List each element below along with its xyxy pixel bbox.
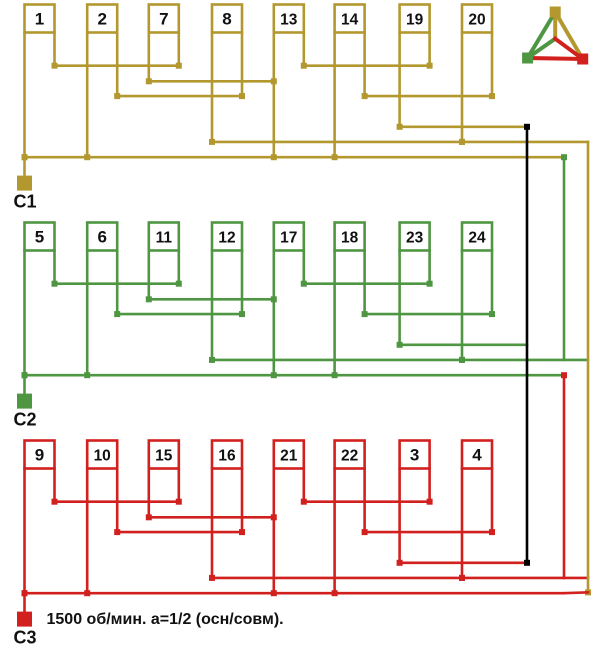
- svg-text:C1: C1: [14, 192, 37, 212]
- svg-text:3: 3: [410, 446, 419, 465]
- svg-text:19: 19: [406, 12, 424, 29]
- svg-text:6: 6: [97, 228, 106, 247]
- svg-text:21: 21: [280, 448, 298, 465]
- svg-text:5: 5: [35, 228, 44, 247]
- svg-text:11: 11: [156, 230, 173, 247]
- svg-text:1500 об/мин. a=1/2 (осн/совм).: 1500 об/мин. a=1/2 (осн/совм).: [47, 611, 284, 628]
- svg-text:2: 2: [97, 10, 106, 29]
- svg-text:9: 9: [35, 446, 44, 465]
- svg-text:16: 16: [218, 448, 236, 465]
- svg-text:4: 4: [472, 446, 482, 465]
- svg-text:20: 20: [468, 12, 485, 29]
- svg-text:C3: C3: [14, 628, 37, 648]
- svg-text:14: 14: [341, 12, 359, 29]
- svg-text:1: 1: [35, 10, 44, 29]
- svg-text:8: 8: [222, 10, 231, 29]
- svg-text:17: 17: [280, 230, 297, 247]
- svg-text:C2: C2: [14, 410, 37, 430]
- svg-text:13: 13: [280, 12, 298, 29]
- svg-text:24: 24: [468, 230, 486, 247]
- svg-text:23: 23: [406, 230, 424, 247]
- svg-text:15: 15: [155, 448, 173, 465]
- svg-text:7: 7: [159, 10, 168, 29]
- svg-text:12: 12: [218, 230, 235, 247]
- svg-text:22: 22: [341, 448, 358, 465]
- svg-text:10: 10: [94, 448, 111, 465]
- svg-text:18: 18: [341, 230, 359, 247]
